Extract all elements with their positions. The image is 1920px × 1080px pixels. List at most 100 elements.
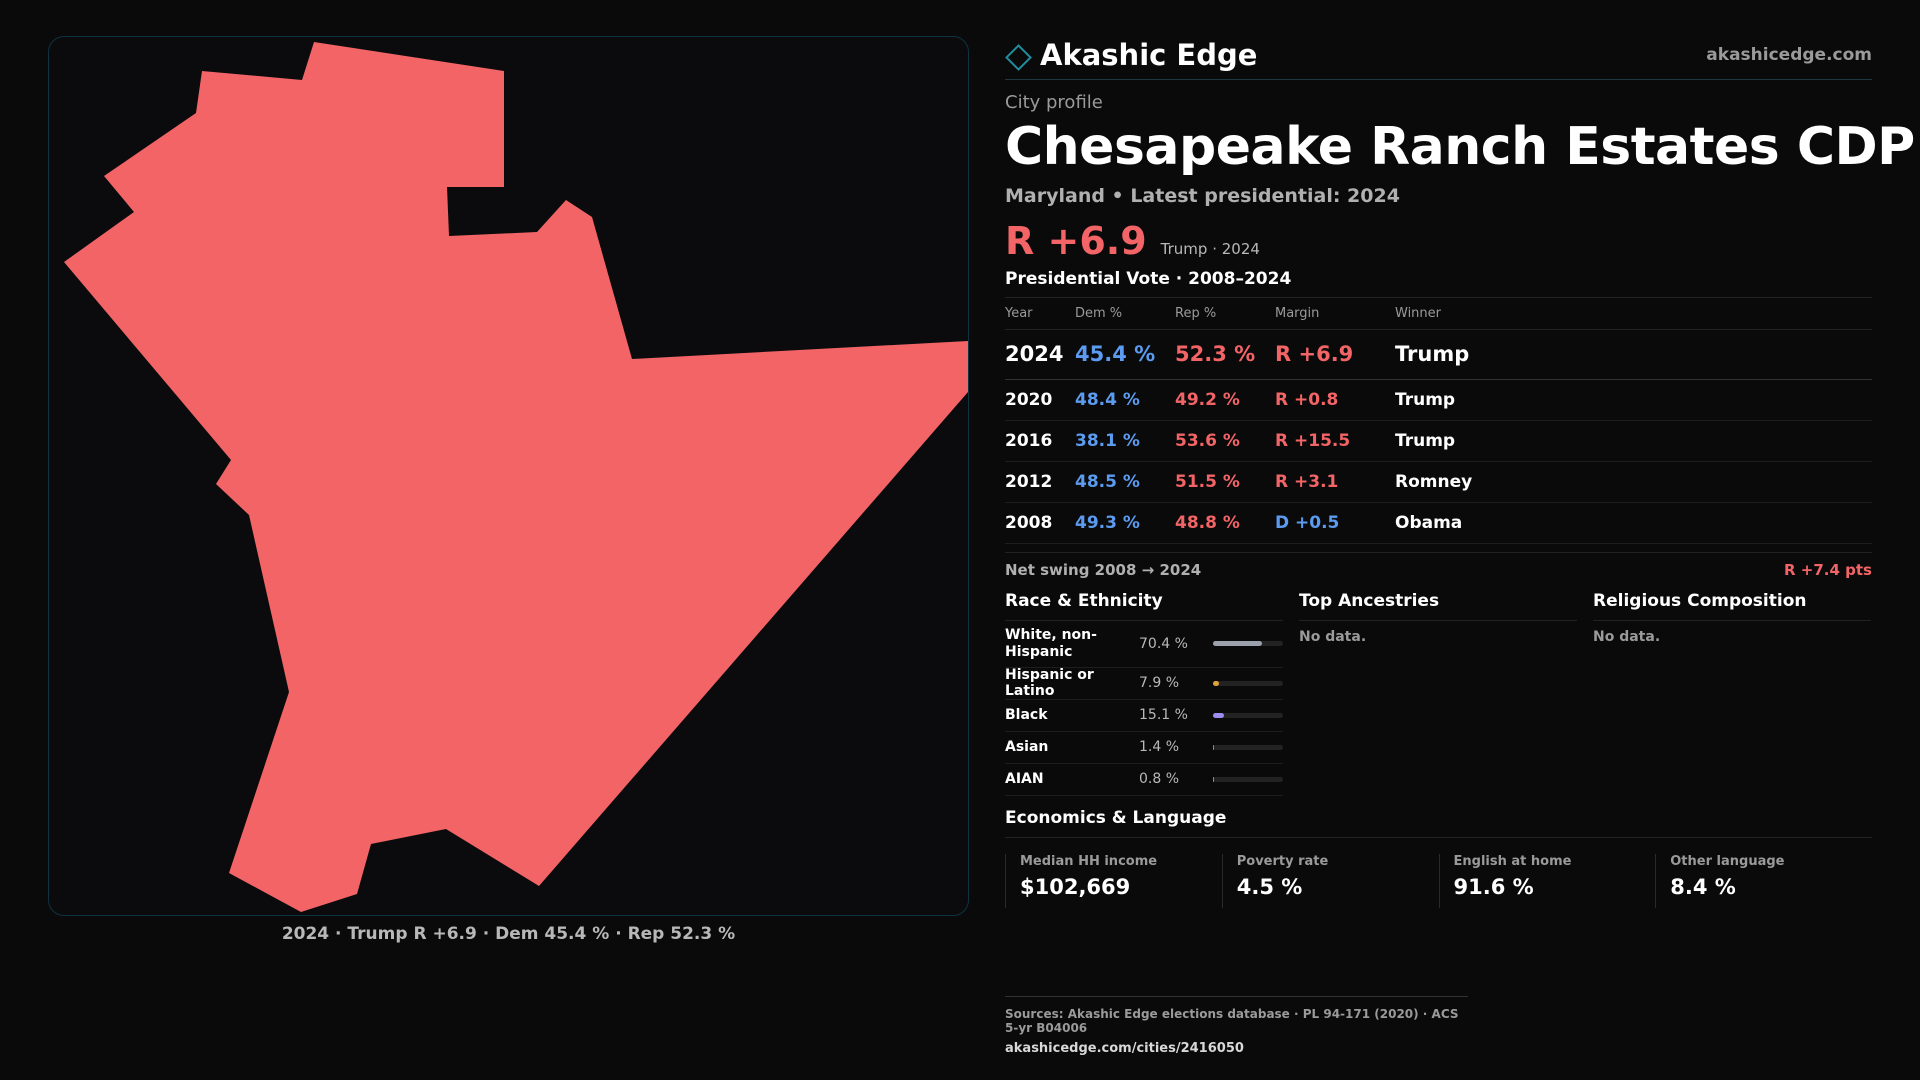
row-margin: R +3.1	[1275, 461, 1395, 503]
profile-panel: Akashic Edge akashicedge.com City profil…	[1005, 30, 1915, 908]
race-bar-fill	[1213, 776, 1215, 782]
race-section: Race & Ethnicity White, non-Hispanic 70.…	[1005, 591, 1283, 796]
row-rep: 49.2 %	[1175, 379, 1275, 421]
table-row: 2016 38.1 % 53.6 % R +15.5 Trump	[1005, 420, 1872, 462]
city-boundary-shape	[64, 42, 968, 912]
race-bar-fill	[1213, 641, 1263, 646]
margin-subtext: Trump · 2024	[1160, 240, 1260, 258]
page-title: Chesapeake Ranch Estates CDP	[1005, 117, 1915, 177]
page-kicker: City profile	[1005, 92, 1103, 113]
econ-label: Median HH income	[1020, 853, 1158, 869]
row-rep: 48.8 %	[1175, 502, 1275, 544]
row-winner: Trump	[1395, 420, 1872, 462]
row-winner: Obama	[1395, 502, 1872, 544]
col-year: Year	[1005, 298, 1075, 330]
footer: Sources: Akashic Edge elections database…	[1005, 996, 1468, 1056]
ancestry-section: Top Ancestries No data.	[1299, 591, 1577, 796]
race-bar	[1213, 712, 1283, 718]
race-bar	[1213, 641, 1283, 646]
col-margin: Margin	[1275, 298, 1395, 330]
race-bar	[1213, 680, 1283, 686]
headline-margin: R +6.9 Trump · 2024	[1005, 219, 1872, 263]
econ-label: Poverty rate	[1236, 853, 1329, 869]
table-row: 2008 49.3 % 48.8 % D +0.5 Obama	[1005, 502, 1872, 544]
row-year: 2008	[1005, 502, 1075, 544]
table-row: 2024 45.4 % 52.3 % R +6.9 Trump	[1005, 329, 1872, 380]
race-label: Asian	[1005, 738, 1049, 755]
net-swing: Net swing 2008 → 2024 R +7.4 pts	[1005, 551, 1872, 579]
econ-value: 4.5 %	[1236, 874, 1303, 899]
row-year: 2024	[1005, 329, 1075, 380]
race-pct: 1.4 %	[1139, 739, 1180, 755]
brand[interactable]: Akashic Edge	[1005, 38, 1257, 72]
table-row: 2012 48.5 % 51.5 % R +3.1 Romney	[1005, 461, 1872, 503]
row-dem: 49.3 %	[1075, 502, 1175, 544]
econ-value: $102,669	[1020, 874, 1131, 899]
race-pct: 0.8 %	[1139, 771, 1180, 787]
swing-value: R +7.4 pts	[1784, 560, 1872, 579]
race-row: Asian 1.4 %	[1005, 732, 1283, 764]
demographics: Race & Ethnicity White, non-Hispanic 70.…	[1005, 591, 1872, 796]
race-row: Hispanic or Latino 7.9 %	[1005, 666, 1283, 700]
row-dem: 48.4 %	[1075, 379, 1175, 421]
econ-cell: English at home 91.6 %	[1438, 853, 1656, 908]
vote-table-header: Year Dem % Rep % Margin Winner	[1005, 298, 1872, 330]
footer-url[interactable]: akashicedge.com/cities/2416050	[1005, 1041, 1244, 1056]
econ-value: 91.6 %	[1453, 874, 1534, 899]
row-rep: 52.3 %	[1175, 329, 1275, 380]
race-bar-fill	[1213, 744, 1215, 750]
row-winner: Trump	[1395, 329, 1872, 380]
site-link[interactable]: akashicedge.com	[1706, 44, 1872, 65]
sources-note: Sources: Akashic Edge elections database…	[1005, 1007, 1459, 1035]
row-winner: Romney	[1395, 461, 1872, 503]
col-winner: Winner	[1395, 298, 1872, 330]
race-pct: 15.1 %	[1139, 707, 1188, 723]
econ-cell: Median HH income $102,669	[1005, 853, 1222, 908]
row-rep: 51.5 %	[1175, 461, 1275, 503]
race-label: Black	[1005, 706, 1048, 723]
row-margin: R +15.5	[1275, 420, 1395, 462]
brand-name: Akashic Edge	[1040, 37, 1258, 72]
map-caption: 2024 · Trump R +6.9 · Dem 45.4 % · Rep 5…	[281, 924, 736, 944]
header: Akashic Edge akashicedge.com	[1005, 30, 1872, 80]
ancestry-title: Top Ancestries	[1299, 591, 1577, 621]
race-title: Race & Ethnicity	[1005, 591, 1283, 621]
col-rep: Rep %	[1175, 298, 1275, 330]
row-margin: R +0.8	[1275, 379, 1395, 421]
race-row: White, non-Hispanic 70.4 %	[1005, 621, 1283, 668]
race-pct: 7.9 %	[1139, 675, 1180, 691]
map-panel[interactable]	[48, 36, 969, 916]
row-year: 2020	[1005, 379, 1075, 421]
race-label: Hispanic or Latino	[1005, 666, 1094, 699]
table-row: 2020 48.4 % 49.2 % R +0.8 Trump	[1005, 379, 1872, 421]
row-dem: 48.5 %	[1075, 461, 1175, 503]
race-row: AIAN 0.8 %	[1005, 764, 1283, 796]
economics-title: Economics & Language	[1005, 808, 1872, 838]
race-bar-fill	[1213, 680, 1219, 686]
race-bar	[1213, 744, 1283, 750]
row-margin: R +6.9	[1275, 329, 1395, 380]
economics-grid: Median HH income $102,669 Poverty rate 4…	[1005, 853, 1872, 908]
vote-table: Year Dem % Rep % Margin Winner 2024 45.4…	[1005, 298, 1872, 544]
econ-value: 8.4 %	[1670, 874, 1736, 899]
race-label: White, non-Hispanic	[1005, 627, 1097, 660]
vote-section-title: Presidential Vote · 2008–2024	[1005, 269, 1872, 298]
row-year: 2016	[1005, 420, 1075, 462]
margin-value: R +6.9	[1005, 219, 1147, 263]
econ-label: Other language	[1670, 853, 1785, 869]
row-rep: 53.6 %	[1175, 420, 1275, 462]
race-bar-fill	[1213, 712, 1224, 718]
race-label: AIAN	[1005, 770, 1044, 787]
page-subtitle: Maryland • Latest presidential: 2024	[1005, 185, 1400, 207]
religion-section: Religious Composition No data.	[1593, 591, 1871, 796]
row-margin: D +0.5	[1275, 502, 1395, 544]
diamond-logo-icon	[1005, 44, 1032, 71]
ancestry-empty: No data.	[1299, 628, 1367, 645]
econ-cell: Poverty rate 4.5 %	[1221, 853, 1439, 908]
econ-cell: Other language 8.4 %	[1655, 853, 1872, 908]
religion-empty: No data.	[1593, 628, 1661, 645]
row-dem: 45.4 %	[1075, 329, 1175, 380]
race-pct: 70.4 %	[1139, 635, 1188, 652]
row-year: 2012	[1005, 461, 1075, 503]
race-bar	[1213, 776, 1283, 782]
